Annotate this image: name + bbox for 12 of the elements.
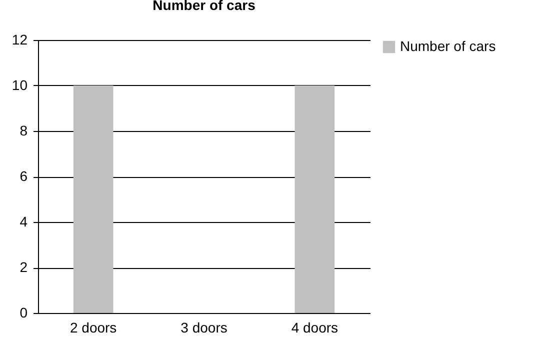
y-tick-label: 6: [20, 168, 28, 184]
legend-label: Number of cars: [400, 38, 496, 54]
y-tick-label: 0: [20, 304, 28, 320]
x-tick-label: 3 doors: [180, 320, 228, 336]
y-tick-label: 4: [20, 214, 28, 230]
y-tick-label: 8: [20, 122, 28, 138]
x-tick-label: 2 doors: [70, 320, 117, 336]
y-tick-label: 12: [12, 32, 28, 48]
chart-title: Number of cars: [152, 0, 256, 13]
y-tick-label: 10: [12, 77, 28, 93]
y-tick-label: 2: [20, 259, 28, 275]
x-tick-label: 4 doors: [291, 320, 338, 336]
